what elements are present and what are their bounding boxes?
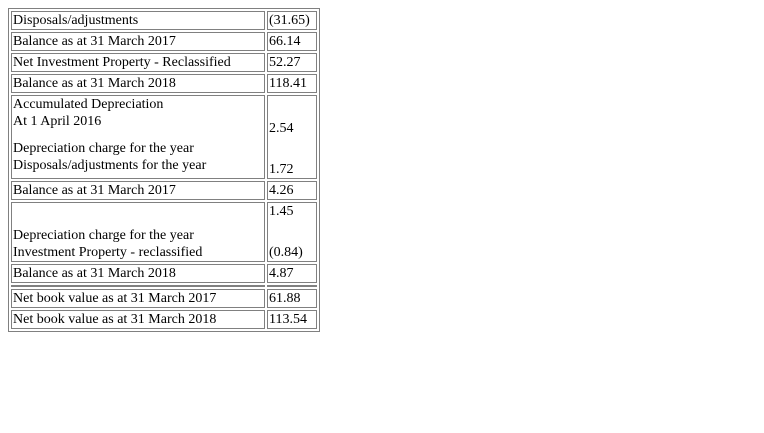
table-row: Balance as at 31 March 2017 4.26	[11, 181, 317, 200]
table-row: Balance as at 31 March 2018 4.87	[11, 264, 317, 283]
row-label: Balance as at 31 March 2017	[11, 32, 265, 51]
row-value: 52.27	[267, 53, 317, 72]
row-label: Balance as at 31 March 2018	[11, 264, 265, 283]
reclassified-label: Investment Property - reclassified	[13, 245, 203, 260]
disposals-value: 1.72	[269, 162, 294, 177]
ledger-table-wrapper: Disposals/adjustments (31.65) Balance as…	[8, 8, 320, 332]
depreciation-2018-row: Depreciation charge for the year Investm…	[11, 202, 317, 262]
row-value: 118.41	[267, 74, 317, 93]
table-row: Balance as at 31 March 2017 66.14	[11, 32, 317, 51]
table-row: Net Investment Property - Reclassified 5…	[11, 53, 317, 72]
table-row: Net book value as at 31 March 2017 61.88	[11, 289, 317, 308]
row-value: 113.54	[267, 310, 317, 329]
depreciation-labels-cell: Accumulated Depreciation At 1 April 2016…	[11, 95, 265, 179]
table-row: Net book value as at 31 March 2018 113.5…	[11, 310, 317, 329]
depreciation-charge-value: 2.54	[269, 121, 294, 136]
depreciation-charge-value: 1.45	[269, 204, 294, 219]
spacer-cell	[11, 285, 265, 287]
table-row: Disposals/adjustments (31.65)	[11, 11, 317, 30]
table-row: Balance as at 31 March 2018 118.41	[11, 74, 317, 93]
investment-property-table: Disposals/adjustments (31.65) Balance as…	[8, 8, 320, 332]
spacer-row	[11, 285, 317, 287]
row-label: Disposals/adjustments	[11, 11, 265, 30]
section-heading: Accumulated Depreciation	[13, 97, 164, 112]
row-value: 61.88	[267, 289, 317, 308]
row-label: Balance as at 31 March 2017	[11, 181, 265, 200]
row-label: Net book value as at 31 March 2017	[11, 289, 265, 308]
row-label: Net book value as at 31 March 2018	[11, 310, 265, 329]
depreciation-charge-label: Depreciation charge for the year	[13, 228, 194, 243]
reclassified-value: (0.84)	[269, 245, 303, 260]
row-value: 66.14	[267, 32, 317, 51]
disposals-label: Disposals/adjustments for the year	[13, 158, 207, 173]
row-value: (31.65)	[267, 11, 317, 30]
spacer-cell	[267, 285, 317, 287]
row-label: Balance as at 31 March 2018	[11, 74, 265, 93]
accumulated-depreciation-row: Accumulated Depreciation At 1 April 2016…	[11, 95, 317, 179]
depreciation-values-cell: 2.54 1.72	[267, 95, 317, 179]
row-label: Net Investment Property - Reclassified	[11, 53, 265, 72]
depreciation-charge-label: Depreciation charge for the year	[13, 141, 194, 156]
depreciation-2018-values-cell: 1.45 (0.84)	[267, 202, 317, 262]
depreciation-2018-labels-cell: Depreciation charge for the year Investm…	[11, 202, 265, 262]
row-value: 4.26	[267, 181, 317, 200]
row-value: 4.87	[267, 264, 317, 283]
opening-label: At 1 April 2016	[13, 114, 102, 129]
